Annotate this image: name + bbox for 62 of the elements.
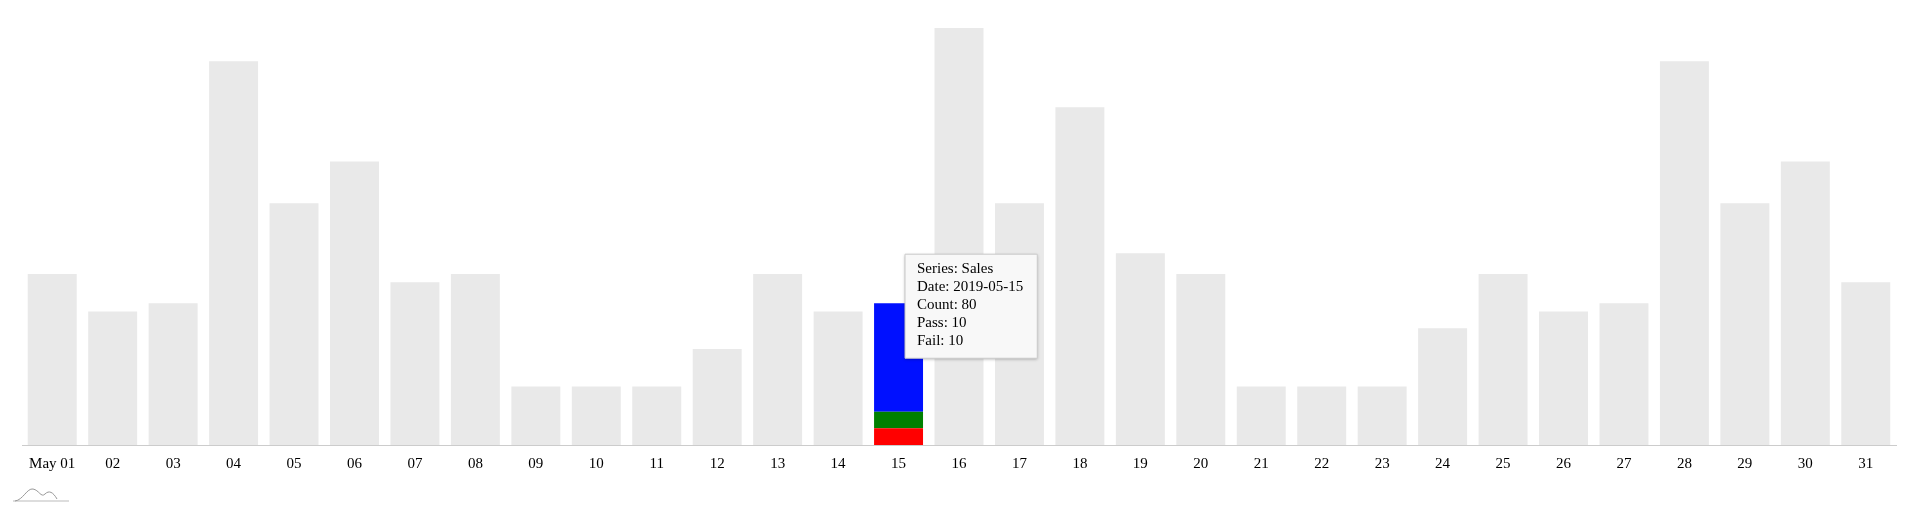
bar [692,349,742,445]
x-tick-label: 23 [1374,454,1390,471]
bar [1357,386,1407,445]
bar [1659,61,1709,445]
x-tick-label: 10 [588,454,604,471]
bar [330,161,379,445]
x-tick-label: 25 [1495,454,1511,471]
bar [753,274,803,445]
bar [88,311,138,445]
x-tick-label: 21 [1253,454,1269,471]
x-tick-label: May 01 [29,454,76,471]
bar [209,61,259,445]
bar [1780,161,1830,445]
bar [1599,303,1649,445]
bar [1115,253,1165,445]
x-tick-label: 14 [830,454,847,471]
bar [571,386,621,445]
x-tick-label: 09 [528,454,544,471]
x-tick-label: 28 [1676,454,1692,471]
bar [1236,386,1286,445]
x-tick-label: 20 [1193,454,1209,471]
bar [813,311,863,445]
bar [1478,274,1528,445]
bar [632,386,682,445]
bar [1539,311,1588,445]
bar [1418,328,1468,445]
x-tick-label: 11 [649,454,664,471]
x-tick-label: 27 [1616,454,1632,471]
x-tick-label: 06 [346,454,363,471]
bar [1176,274,1226,445]
x-tick-label: 13 [770,454,786,471]
x-tick-label: 05 [286,454,302,471]
x-tick-label: 02 [105,454,121,471]
annotation: Series: Sales Date: 2019-05-15 Count: 80 Pass: 10 Fail: 10 [917,259,1024,348]
bar [390,282,440,445]
x-tick-label: 18 [1072,454,1088,471]
bar [1055,107,1105,445]
x-tick-label: 29 [1737,454,1753,471]
x-tick-label: 15 [891,454,907,471]
bar [148,303,198,445]
bar [874,428,924,445]
x-tick-label: 22 [1314,454,1330,471]
bar [1297,386,1347,445]
x-tick-label: 03 [165,454,181,471]
bar [450,274,500,445]
bar [27,274,77,445]
x-tick-label: 17 [1011,454,1028,471]
x-tick-label: 04 [226,454,242,471]
x-tick-label: 08 [467,454,483,471]
bar [269,203,319,445]
bar [1841,282,1891,445]
x-tick-label: 31 [1858,454,1874,471]
bar [1720,203,1770,445]
bar [511,386,561,445]
x-tick-label: 07 [407,454,423,471]
x-tick-label: 30 [1797,454,1813,471]
x-tick-label: 24 [1435,454,1451,471]
bar [874,411,924,429]
x-tick-label: 16 [951,454,967,471]
x-tick-label: 19 [1132,454,1148,471]
x-tick-label: 12 [709,454,725,471]
x-tick-label: 26 [1556,454,1572,471]
